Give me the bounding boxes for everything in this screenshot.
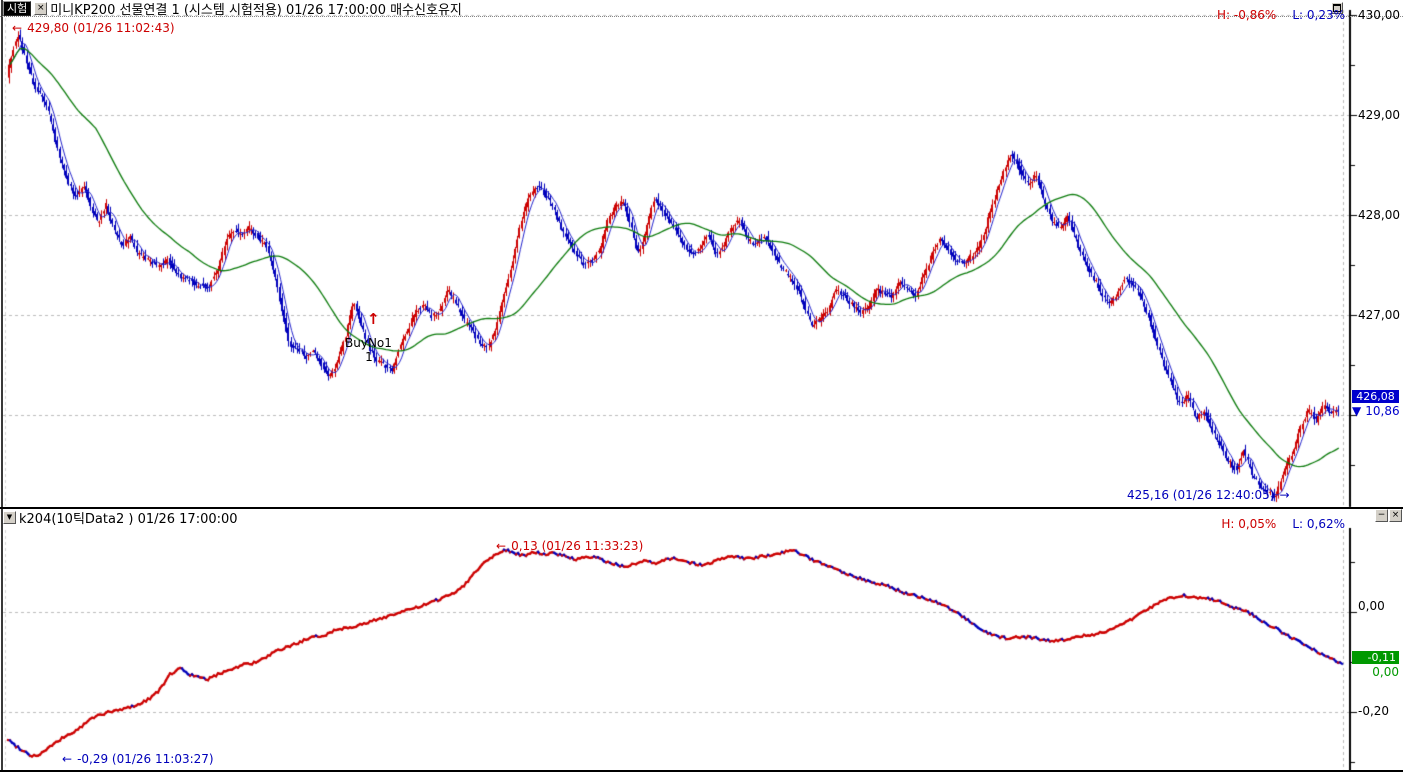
strategy-tag[interactable]: 시험: [3, 1, 32, 16]
close-icon-bottom[interactable]: ×: [1389, 509, 1402, 522]
top-high-low-readout: H: -0,86% L: 0,23%: [1217, 8, 1345, 22]
window-left-border: [1, 0, 3, 772]
panel-separator: [0, 507, 1403, 509]
top-panel-header: 시험 × 미니KP200 선물연결 1 (시스템 시험적용) 01/26 17:…: [3, 1, 462, 18]
session-high-text: 429,80 (01/26 11:02:43): [27, 21, 175, 35]
top-header-divider: [0, 16, 1403, 17]
last-price-badge: 426,08: [1352, 390, 1399, 403]
bottom-panel-title: k204(10틱Data2 ) 01/26 17:00:00: [19, 512, 238, 527]
bottom-high-low-readout: H: 0,05% L: 0,62%: [1221, 517, 1345, 531]
price-chart-canvas: [0, 0, 1403, 508]
indicator-high-text: 0,13 (01/26 11:33:23): [511, 539, 644, 553]
indicator-chart-canvas: [0, 508, 1403, 774]
session-low-text: 425,16 (01/26 12:40:05): [1127, 488, 1275, 502]
session-high-annotation: ← 429,80 (01/26 11:02:43): [12, 21, 175, 35]
indicator-high-annotation: ← 0,13 (01/26 11:33:23): [496, 539, 643, 553]
top-panel-title: 미니KP200 선물연결 1 (시스템 시험적용) 01/26 17:00:00…: [50, 3, 462, 18]
minimize-icon[interactable]: −: [1375, 509, 1388, 522]
restore-icon[interactable]: [1331, 2, 1343, 14]
arrow-right-icon: →: [1279, 488, 1290, 502]
y-axis-label-428: 428,00: [1358, 208, 1400, 222]
buy-signal-arrow-icon: ↑: [367, 310, 380, 328]
buy-signal-label: BuyNo1: [345, 336, 392, 350]
close-icon[interactable]: ×: [34, 2, 48, 15]
price-change-value: 10,86: [1365, 404, 1400, 418]
arrow-left-icon: ←: [496, 539, 507, 553]
dropdown-icon[interactable]: ▼: [3, 511, 16, 524]
bottom-low-pct: L: 0,62%: [1292, 517, 1345, 531]
window-bottom-border: [0, 770, 1403, 772]
indicator-value-badge: -0,11: [1352, 651, 1399, 664]
top-high-pct: H: -0,86%: [1216, 8, 1277, 22]
arrow-left-icon: ←: [12, 21, 23, 35]
bottom-high-pct: H: 0,05%: [1221, 517, 1277, 531]
y-axis-label-430: 430,00: [1358, 8, 1400, 22]
restore-glyph: [1333, 4, 1341, 12]
y-axis-label-427: 427,00: [1358, 308, 1400, 322]
indicator-change-readout: 0,00: [1372, 665, 1399, 679]
down-triangle-icon: ▼: [1352, 404, 1362, 418]
dropdown-glyph: ▼: [6, 513, 13, 521]
y-axis-label-zero: 0,00: [1358, 599, 1385, 613]
y-axis-label-minus020: -0,20: [1358, 704, 1390, 718]
indicator-low-annotation: ← -0,29 (01/26 11:03:27): [62, 752, 214, 766]
arrow-left-icon: ←: [62, 752, 73, 766]
bottom-panel-header: ▼ k204(10틱Data2 ) 01/26 17:00:00: [3, 510, 238, 527]
session-low-annotation: 425,16 (01/26 12:40:05) →: [1127, 488, 1290, 502]
indicator-low-text: -0,29 (01/26 11:03:27): [77, 752, 214, 766]
buy-signal-count: 1: [365, 350, 373, 364]
top-low-pct: L: 0,23%: [1292, 8, 1345, 22]
y-axis-label-429: 429,00: [1358, 108, 1400, 122]
price-change-readout: ▼ 10,86: [1352, 404, 1400, 418]
